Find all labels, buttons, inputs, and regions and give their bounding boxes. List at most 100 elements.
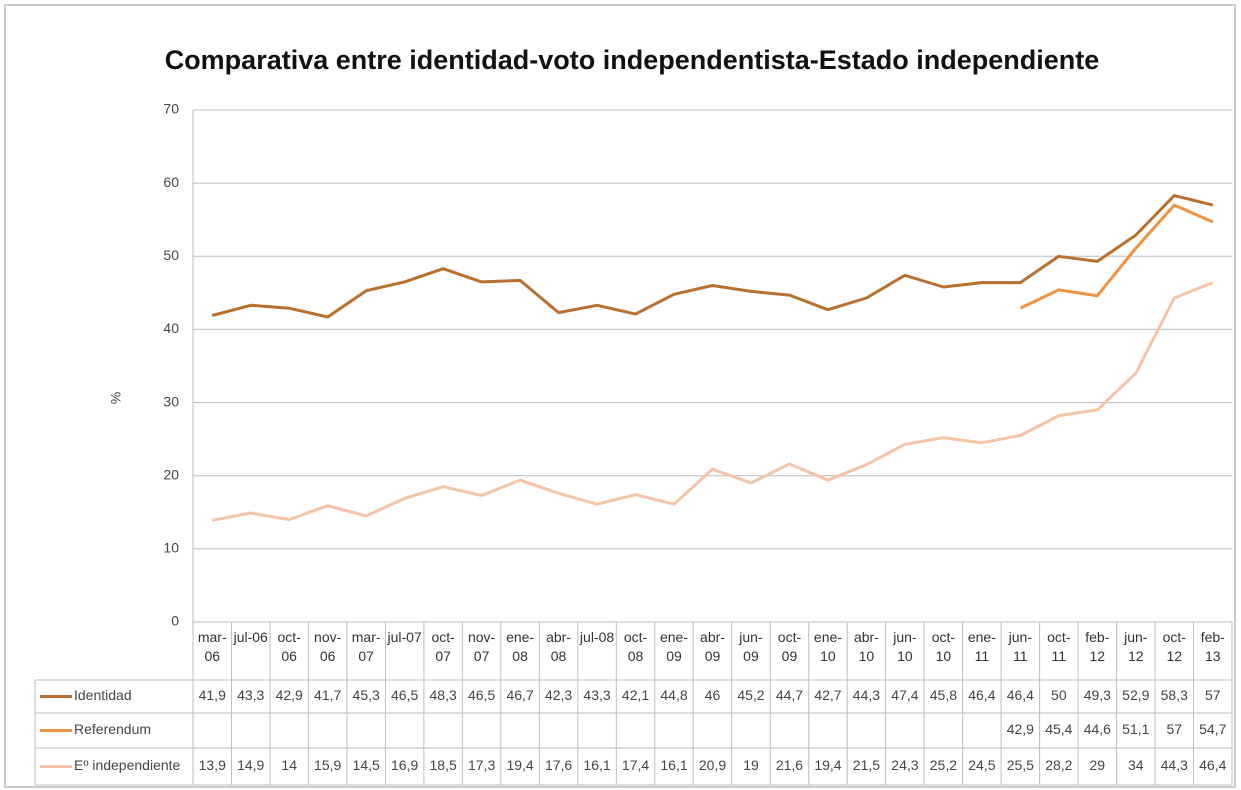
frame <box>4 4 1236 788</box>
data-label: 24,5 <box>968 757 995 773</box>
data-label: 44,6 <box>1084 721 1111 737</box>
y-tick-label: 40 <box>163 320 179 336</box>
data-label: 19 <box>743 757 759 773</box>
data-label: 46,5 <box>391 687 418 703</box>
legend-label: Referendum <box>74 721 151 737</box>
data-label: 17,3 <box>468 757 495 773</box>
x-tick-label: mar-06 <box>197 629 227 664</box>
y-tick-label: 30 <box>163 393 179 409</box>
data-label: 43,3 <box>583 687 610 703</box>
y-tick-label: 50 <box>163 247 179 263</box>
data-label: 57 <box>1205 687 1221 703</box>
series-line <box>1019 203 1214 310</box>
x-tick-label: nov-06 <box>314 629 342 664</box>
y-tick-label: 0 <box>171 613 179 629</box>
x-tick-label: oct-11 <box>1047 629 1071 664</box>
data-label: 21,6 <box>776 757 803 773</box>
data-label: 28,2 <box>1045 757 1072 773</box>
data-label: 44,7 <box>776 687 803 703</box>
x-tick-label: jun-10 <box>893 629 917 664</box>
data-label: 46,4 <box>1007 687 1034 703</box>
data-label: 19,4 <box>814 757 841 773</box>
data-label: 42,9 <box>1007 721 1034 737</box>
chart-title: Comparativa entre identidad-voto indepen… <box>165 45 1100 75</box>
data-label: 25,5 <box>1007 757 1034 773</box>
data-label: 51,1 <box>1122 721 1149 737</box>
x-tick-label: feb-13 <box>1200 629 1225 664</box>
data-label: 20,9 <box>699 757 726 773</box>
x-tick-label: jul-08 <box>579 629 615 645</box>
data-label: 24,3 <box>891 757 918 773</box>
x-tick-label: jul-07 <box>387 629 422 645</box>
data-label: 54,7 <box>1199 721 1226 737</box>
data-label: 14 <box>281 757 297 773</box>
data-label: 44,3 <box>1161 757 1188 773</box>
data-label: 45,3 <box>353 687 380 703</box>
x-tick-label: oct-07 <box>431 629 455 664</box>
data-label: 47,4 <box>891 687 918 703</box>
data-label: 52,9 <box>1122 687 1149 703</box>
data-label: 41,7 <box>314 687 341 703</box>
x-tick-label: ene-09 <box>659 629 689 664</box>
data-label: 16,1 <box>660 757 687 773</box>
series-line <box>211 194 1214 319</box>
x-tick-label: oct-10 <box>931 629 956 664</box>
data-label: 45,2 <box>737 687 764 703</box>
data-label: 17,4 <box>622 757 649 773</box>
data-label: 42,9 <box>276 687 303 703</box>
data-label: 44,8 <box>660 687 687 703</box>
data-label: 19,4 <box>506 757 533 773</box>
data-label: 21,5 <box>853 757 880 773</box>
x-tick-label: oct-09 <box>777 629 802 664</box>
data-label: 17,6 <box>545 757 572 773</box>
x-tick-label: jun-11 <box>1008 629 1033 664</box>
data-label: 15,9 <box>314 757 341 773</box>
data-label: 50 <box>1051 687 1067 703</box>
data-label: 14,9 <box>237 757 264 773</box>
y-axis-label: % <box>108 392 124 404</box>
data-label: 48,3 <box>430 687 457 703</box>
x-tick-label: feb-12 <box>1085 629 1110 664</box>
y-tick-label: 60 <box>163 174 179 190</box>
data-label: 46,5 <box>468 687 495 703</box>
x-tick-label: jul-06 <box>233 629 268 645</box>
data-label: 58,3 <box>1161 687 1188 703</box>
x-tick-label: abr-08 <box>546 629 572 664</box>
y-tick-label: 20 <box>163 466 179 482</box>
data-label: 57 <box>1166 721 1182 737</box>
data-label: 42,7 <box>814 687 841 703</box>
x-tick-label: ene-11 <box>967 629 996 664</box>
y-tick-label: 70 <box>163 101 179 117</box>
legend-label: Identidad <box>74 687 132 703</box>
data-label: 46 <box>705 687 721 703</box>
x-tick-label: mar-07 <box>351 629 381 664</box>
data-label: 46,4 <box>1199 757 1226 773</box>
x-tick-label: ene-08 <box>506 629 535 664</box>
x-tick-label: jun-09 <box>739 629 763 664</box>
data-label: 42,1 <box>622 687 649 703</box>
legend-label: Eº independiente <box>74 757 181 773</box>
data-label: 14,5 <box>353 757 380 773</box>
data-label: 44,3 <box>853 687 880 703</box>
data-label: 49,3 <box>1084 687 1111 703</box>
data-label: 46,4 <box>968 687 995 703</box>
x-tick-label: oct-12 <box>1162 629 1186 664</box>
data-label: 45,8 <box>930 687 957 703</box>
y-tick-label: 10 <box>163 540 179 556</box>
data-label: 16,9 <box>391 757 418 773</box>
data-label: 41,9 <box>199 687 226 703</box>
data-label: 29 <box>1090 757 1106 773</box>
x-tick-label: oct-06 <box>277 629 301 664</box>
data-label: 45,4 <box>1045 721 1072 737</box>
data-label: 16,1 <box>583 757 610 773</box>
data-label: 42,3 <box>545 687 572 703</box>
data-label: 43,3 <box>237 687 264 703</box>
x-tick-label: abr-09 <box>700 629 725 664</box>
series-line <box>211 281 1214 522</box>
x-tick-label: nov-07 <box>467 629 496 664</box>
data-label: 34 <box>1128 757 1144 773</box>
data-label: 25,2 <box>930 757 957 773</box>
x-tick-label: jun-12 <box>1124 629 1148 664</box>
